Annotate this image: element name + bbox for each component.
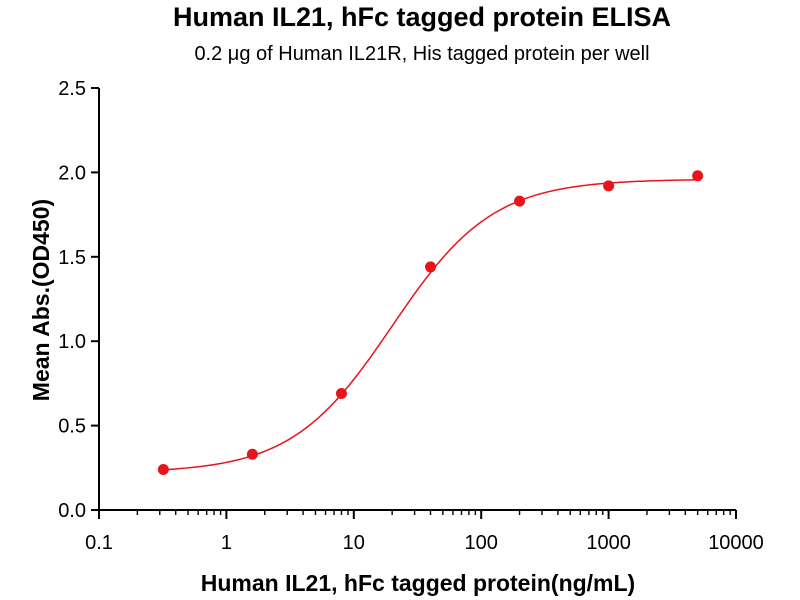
y-axis-title: Mean Abs.(OD450) — [28, 199, 54, 401]
y-tick-label: 2.0 — [58, 162, 86, 184]
x-ticks: 0.1 1 10 100 1000 10000 — [85, 510, 764, 554]
x-tick-label: 10000 — [708, 532, 764, 554]
chart-title: Human IL21, hFc tagged protein ELISA — [173, 2, 671, 32]
data-point — [514, 195, 526, 207]
y-tick-label: 1.0 — [58, 331, 86, 353]
y-tick-label: 1.5 — [58, 247, 86, 269]
data-points — [157, 170, 704, 475]
y-tick-label: 2.5 — [58, 78, 86, 100]
x-tick-label: 0.1 — [85, 532, 113, 554]
data-point — [335, 388, 347, 400]
y-ticks: 0.0 0.5 1.0 1.5 2.0 2.5 — [58, 78, 99, 522]
data-point — [603, 180, 615, 192]
data-point — [692, 170, 704, 182]
data-point — [425, 261, 437, 273]
x-tick-label: 1 — [221, 532, 232, 554]
x-tick-label: 100 — [465, 532, 498, 554]
x-axis-title: Human IL21, hFc tagged protein(ng/mL) — [201, 570, 635, 596]
subtitle-prefix: 0.2 — [194, 43, 227, 65]
subtitle-unit: μg — [228, 43, 251, 65]
subtitle-suffix: of Human IL21R, His tagged protein per w… — [250, 43, 649, 65]
data-point — [246, 448, 258, 460]
y-tick-label: 0.0 — [58, 500, 86, 522]
data-point — [157, 463, 169, 475]
chart-subtitle: 0.2 μg of Human IL21R, His tagged protei… — [194, 43, 649, 65]
x-tick-label: 10 — [343, 532, 365, 554]
x-tick-label: 1000 — [586, 532, 631, 554]
axes — [98, 88, 736, 511]
fit-curve-group — [163, 179, 698, 471]
fit-curve — [163, 179, 698, 471]
y-tick-label: 0.5 — [58, 416, 86, 438]
